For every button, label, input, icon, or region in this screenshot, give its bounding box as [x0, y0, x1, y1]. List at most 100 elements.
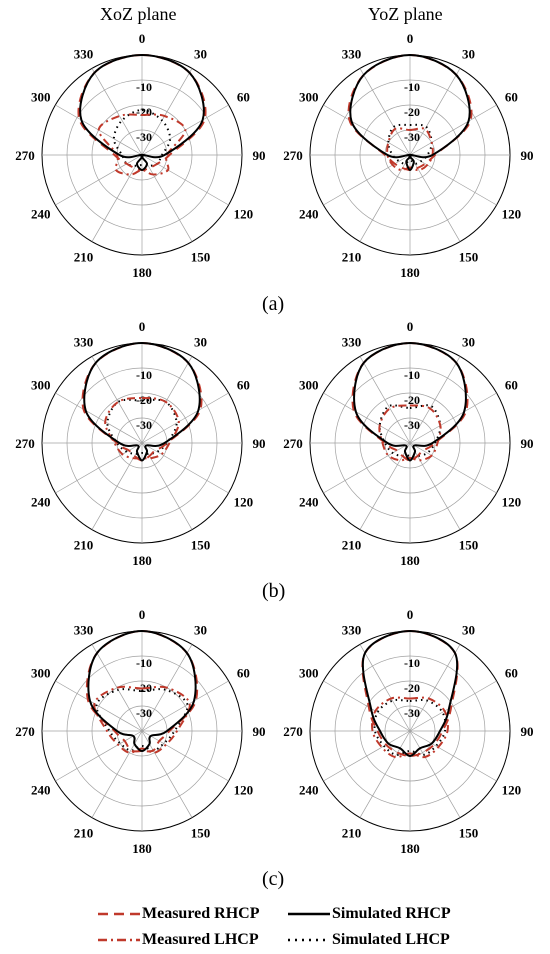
angle-tick-label: 0: [139, 319, 146, 334]
grid-spoke: [409, 104, 497, 156]
angle-tick-label: 330: [74, 335, 94, 350]
angle-tick-label: 90: [253, 724, 266, 739]
angle-tick-label: 270: [15, 724, 35, 739]
angle-tick-label: 270: [15, 148, 35, 163]
angle-tick-label: 210: [74, 249, 94, 264]
angle-tick-label: 60: [237, 378, 250, 393]
grid-spoke: [91, 730, 143, 818]
grid-spoke: [409, 644, 461, 732]
plane-title-left: XoZ plane: [100, 4, 177, 24]
angle-tick-label: 90: [253, 436, 266, 451]
angle-tick-label: 0: [407, 607, 414, 622]
series-lhcp-measured: [378, 404, 442, 462]
grid-spoke: [409, 356, 461, 444]
angle-tick-label: 330: [342, 47, 362, 62]
polar-plot-c-yoz: 0 30 60 90 120 150 180 210 240 270 300 330 -10 -20 -30: [283, 607, 533, 856]
radial-tick-label: -20: [404, 681, 420, 695]
angle-tick-label: 150: [459, 537, 479, 552]
angle-tick-label: 120: [502, 207, 522, 222]
series-rhcp-simulated: [83, 342, 201, 462]
angle-tick-label: 150: [459, 825, 479, 840]
angle-tick-label: 30: [462, 335, 475, 350]
grid-spoke: [55, 680, 143, 732]
grid-spoke: [323, 442, 411, 494]
grid-spoke: [359, 356, 411, 444]
angle-tick-label: 180: [132, 841, 152, 856]
angle-tick-label: 60: [505, 378, 518, 393]
grid-spoke: [323, 392, 411, 444]
angle-tick-label: 210: [74, 537, 94, 552]
radial-tick-label: -30: [136, 418, 152, 432]
grid-spoke: [359, 442, 411, 530]
legend-item-measured-lhcp: Measured LHCP: [96, 928, 259, 952]
angle-tick-label: 210: [342, 825, 362, 840]
grid-spoke: [409, 68, 461, 156]
grid-spoke: [141, 154, 193, 242]
grid-spoke: [409, 442, 497, 494]
angle-tick-label: 90: [521, 436, 534, 451]
angle-tick-label: 270: [283, 724, 303, 739]
grid-spoke: [359, 730, 411, 818]
radial-tick-label: -30: [404, 130, 420, 144]
grid-spoke: [409, 730, 461, 818]
angle-tick-label: 0: [407, 319, 414, 334]
angle-tick-label: 270: [283, 436, 303, 451]
series-rhcp-simulated: [353, 342, 467, 462]
angle-tick-label: 150: [191, 825, 211, 840]
angle-tick-label: 240: [31, 207, 50, 222]
polar-plot-b-xoz: 0 30 60 90 120 150 180 210 240 270 300 330 -10 -20 -30: [15, 319, 265, 568]
radial-tick-label: -30: [404, 418, 420, 432]
grid-spoke: [359, 154, 411, 242]
grid-spoke: [55, 154, 143, 206]
angle-tick-label: 240: [299, 495, 319, 510]
angle-tick-label: 330: [342, 623, 362, 638]
polar-plot-a-xoz: 0 30 60 90 120 150 180 210 240 270 300 330 -10 -20 -30: [15, 31, 265, 280]
grid-spoke: [359, 644, 411, 732]
angle-tick-label: 60: [505, 90, 518, 105]
angle-tick-label: 240: [31, 783, 50, 798]
angle-tick-label: 120: [502, 495, 522, 510]
grid-spoke: [323, 154, 411, 206]
grid-spoke: [55, 730, 143, 782]
polar-plot-b-yoz: 0 30 60 90 120 150 180 210 240 270 300 330 -10 -20 -30: [283, 319, 533, 568]
polar-plot-a-yoz: 0 30 60 90 120 150 180 210 240 270 300 330 -10 -20 -30: [283, 31, 533, 280]
radial-tick-label: -20: [136, 393, 152, 407]
grid-spoke: [141, 392, 229, 444]
angle-tick-label: 240: [31, 495, 50, 510]
grid-spoke: [141, 680, 229, 732]
angle-tick-label: 240: [299, 783, 319, 798]
grid-spoke: [91, 154, 143, 242]
angle-tick-label: 60: [237, 90, 250, 105]
radial-tick-label: -10: [136, 368, 152, 382]
angle-tick-label: 30: [194, 47, 207, 62]
series-lhcp-simulated: [95, 688, 189, 752]
angle-tick-label: 0: [407, 31, 414, 46]
angle-tick-label: 180: [132, 265, 152, 280]
radial-tick-label: -30: [136, 706, 152, 720]
angle-tick-label: 30: [194, 335, 207, 350]
angle-tick-label: 90: [253, 148, 266, 163]
legend-swatch-simulated-rhcp: [288, 912, 330, 916]
angle-tick-label: 0: [139, 31, 146, 46]
angle-tick-label: 150: [191, 537, 211, 552]
grid-spoke: [141, 730, 229, 782]
angle-tick-label: 300: [299, 666, 319, 681]
angle-tick-label: 60: [505, 666, 518, 681]
radial-tick-label: -20: [136, 105, 152, 119]
legend-label-measured-lhcp: Measured LHCP: [142, 931, 259, 948]
series-rhcp-measured: [85, 630, 199, 753]
legend-item-simulated-lhcp: Simulated LHCP: [286, 928, 450, 952]
grid-spoke: [323, 680, 411, 732]
grid-spoke: [141, 730, 193, 818]
series-lhcp-measured: [104, 396, 180, 460]
angle-tick-label: 210: [342, 537, 362, 552]
series-rhcp-simulated: [79, 54, 205, 172]
angle-tick-label: 270: [283, 148, 303, 163]
legend-swatch-measured-lhcp: [98, 938, 140, 942]
radial-tick-label: -10: [404, 656, 420, 670]
angle-tick-label: 180: [132, 553, 152, 568]
radial-tick-label: -10: [404, 368, 420, 382]
radial-tick-label: -20: [404, 393, 420, 407]
grid-spoke: [409, 154, 497, 206]
series-rhcp-measured: [361, 630, 459, 758]
